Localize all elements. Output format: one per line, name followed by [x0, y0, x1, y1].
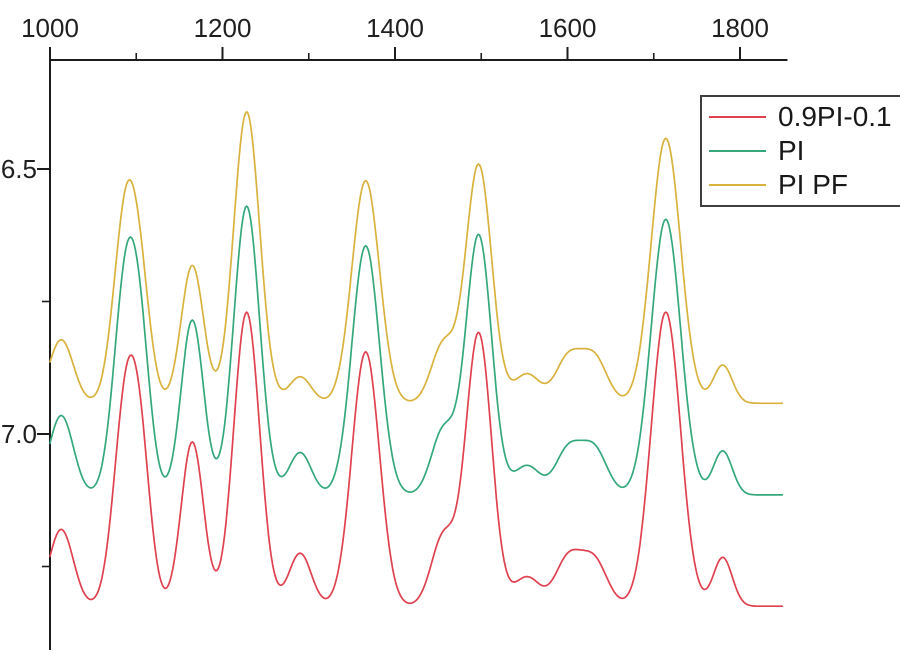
legend-line-sample-PI-PF	[709, 184, 766, 186]
x-tick-label-1600: 1600	[539, 13, 597, 43]
legend-item: PI	[702, 137, 900, 165]
x-tick-label-1200: 1200	[194, 13, 252, 43]
legend: 0.9PI-0.1 PI PI PF	[700, 95, 900, 207]
legend-item: PI PF	[702, 171, 900, 199]
y-tick-label-7.0: 7.0	[1, 419, 37, 449]
legend-line-sample-0.9PI-0.1	[709, 116, 766, 118]
legend-line-sample-PI	[709, 150, 766, 152]
series-line-PI	[49, 205, 784, 496]
series-line-0.9PI-0.1	[49, 311, 784, 608]
y-tick-label-6.5: 6.5	[1, 154, 37, 184]
legend-label: PI	[778, 135, 805, 166]
legend-label: PI PF	[778, 169, 849, 200]
x-tick-label-1000: 1000	[21, 13, 79, 43]
x-tick-label-1800: 1800	[711, 13, 769, 43]
legend-label: 0.9PI-0.1	[778, 101, 892, 132]
series-line-PI-PF	[49, 110, 784, 405]
x-tick-label-1400: 1400	[366, 13, 424, 43]
legend-item: 0.9PI-0.1	[702, 103, 900, 131]
